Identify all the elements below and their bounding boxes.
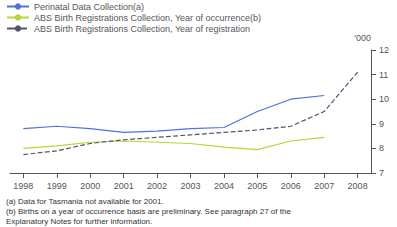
- svg-text:8: 8: [379, 143, 384, 153]
- svg-text:'000: '000: [354, 33, 371, 43]
- svg-text:2007: 2007: [314, 181, 334, 191]
- svg-text:1999: 1999: [47, 181, 67, 191]
- svg-text:2000: 2000: [80, 181, 100, 191]
- svg-text:ABS Birth Registrations Collec: ABS Birth Registrations Collection, Year…: [34, 13, 261, 23]
- svg-text:1998: 1998: [13, 181, 33, 191]
- svg-text:2006: 2006: [281, 181, 301, 191]
- svg-text:9: 9: [379, 119, 384, 129]
- svg-text:10: 10: [379, 94, 389, 104]
- svg-text:2002: 2002: [147, 181, 167, 191]
- svg-text:12: 12: [379, 45, 389, 55]
- svg-text:(a) Data for Tasmania not avai: (a) Data for Tasmania not available for …: [6, 197, 164, 206]
- svg-text:ABS Birth Registrations Collec: ABS Birth Registrations Collection, Year…: [34, 24, 250, 34]
- svg-text:Explanatory Notes for further: Explanatory Notes for further informatio…: [6, 217, 152, 226]
- svg-text:2004: 2004: [214, 181, 234, 191]
- svg-text:2003: 2003: [180, 181, 200, 191]
- svg-text:2005: 2005: [247, 181, 267, 191]
- svg-text:Perinatal Data Collection(a): Perinatal Data Collection(a): [34, 2, 144, 12]
- svg-text:7: 7: [379, 168, 384, 178]
- svg-text:11: 11: [379, 70, 388, 80]
- svg-text:2008: 2008: [348, 181, 368, 191]
- svg-text:(b) Births on a year of occurr: (b) Births on a year of occurrence basis…: [6, 207, 291, 216]
- svg-text:2001: 2001: [114, 181, 134, 191]
